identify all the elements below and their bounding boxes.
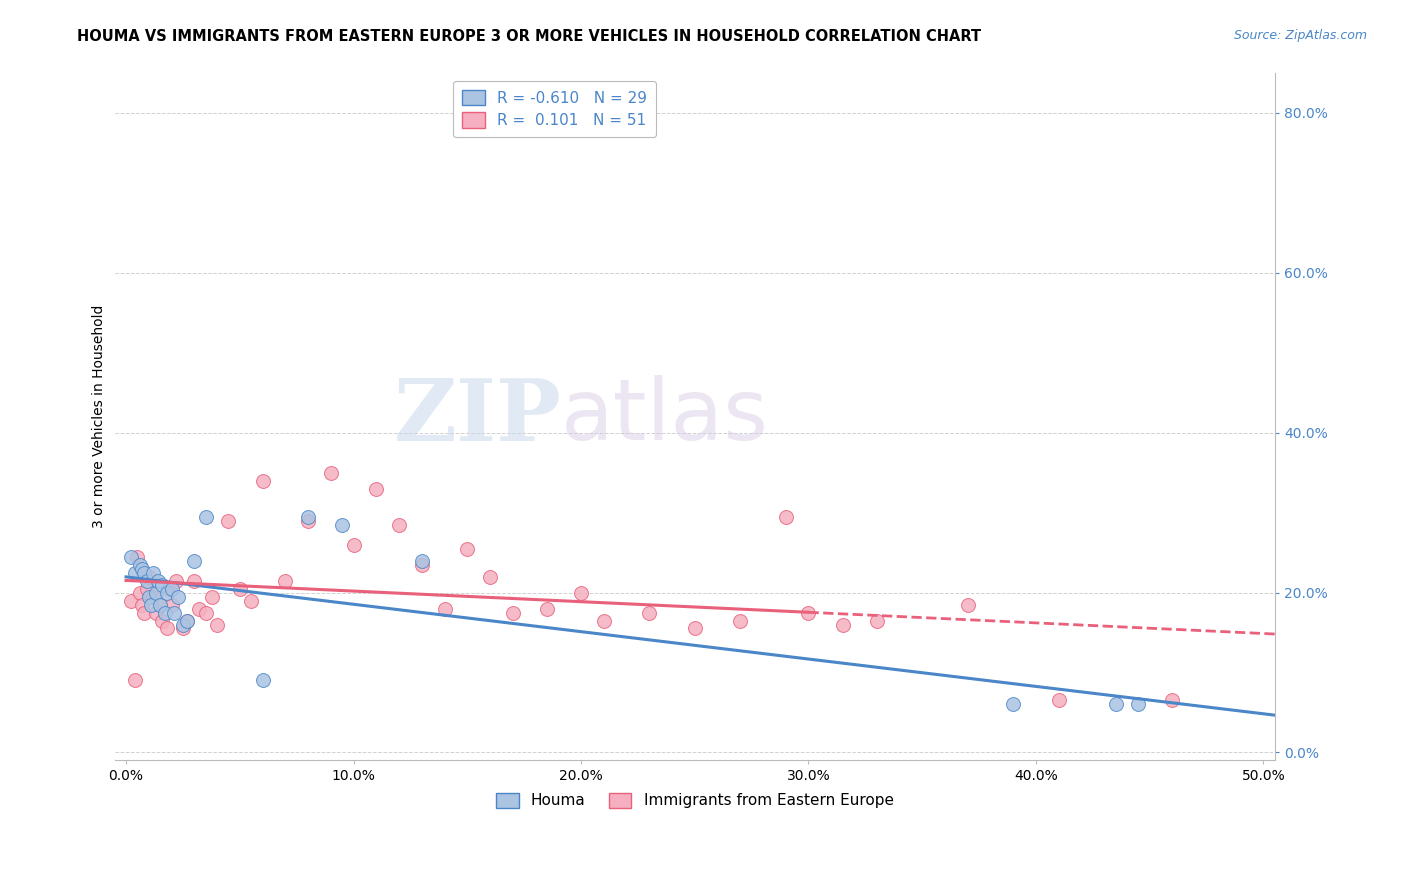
- Point: [536, 601, 558, 615]
- Point: [433, 601, 456, 615]
- Point: [1002, 698, 1025, 712]
- Point: [131, 561, 153, 575]
- Point: [153, 606, 176, 620]
- Point: [160, 598, 183, 612]
- Point: [194, 509, 217, 524]
- Point: [156, 585, 179, 599]
- Point: [134, 566, 156, 580]
- Point: [152, 577, 174, 591]
- Point: [149, 598, 172, 612]
- Point: [134, 606, 156, 620]
- Point: [775, 509, 797, 524]
- Point: [135, 582, 157, 596]
- Point: [252, 474, 274, 488]
- Point: [124, 566, 146, 580]
- Point: [160, 582, 183, 596]
- Point: [131, 598, 153, 612]
- Point: [183, 553, 205, 567]
- Point: [569, 585, 592, 599]
- Point: [683, 622, 706, 636]
- Point: [120, 593, 142, 607]
- Point: [229, 582, 252, 596]
- Point: [152, 614, 174, 628]
- Point: [366, 482, 388, 496]
- Point: [728, 614, 751, 628]
- Point: [638, 606, 661, 620]
- Point: [128, 585, 150, 599]
- Point: [187, 601, 209, 615]
- Point: [274, 574, 297, 588]
- Point: [157, 582, 180, 596]
- Point: [176, 614, 198, 628]
- Point: [297, 509, 319, 524]
- Point: [956, 598, 979, 612]
- Point: [163, 606, 186, 620]
- Point: [172, 617, 194, 632]
- Point: [1047, 693, 1070, 707]
- Point: [142, 566, 165, 580]
- Point: [217, 514, 239, 528]
- Point: [456, 541, 478, 556]
- Point: [127, 549, 149, 564]
- Point: [866, 614, 889, 628]
- Point: [138, 590, 160, 604]
- Point: [145, 606, 167, 620]
- Point: [165, 574, 187, 588]
- Point: [319, 466, 342, 480]
- Point: [183, 574, 205, 588]
- Point: [201, 590, 224, 604]
- Point: [205, 617, 228, 632]
- Point: [502, 606, 524, 620]
- Point: [139, 598, 162, 612]
- Point: [167, 590, 190, 604]
- Text: ZIP: ZIP: [394, 375, 561, 458]
- Point: [252, 673, 274, 688]
- Point: [194, 606, 217, 620]
- Text: HOUMA VS IMMIGRANTS FROM EASTERN EUROPE 3 OR MORE VEHICLES IN HOUSEHOLD CORRELAT: HOUMA VS IMMIGRANTS FROM EASTERN EUROPE …: [77, 29, 981, 44]
- Point: [124, 673, 146, 688]
- Point: [479, 569, 502, 583]
- Point: [172, 622, 194, 636]
- Point: [240, 593, 263, 607]
- Point: [149, 598, 172, 612]
- Y-axis label: 3 or more Vehicles in Household: 3 or more Vehicles in Household: [93, 305, 107, 528]
- Point: [1104, 698, 1126, 712]
- Point: [1128, 698, 1150, 712]
- Point: [156, 622, 179, 636]
- Point: [145, 585, 167, 599]
- Text: atlas: atlas: [561, 376, 769, 458]
- Point: [797, 606, 820, 620]
- Point: [176, 614, 198, 628]
- Point: [135, 574, 157, 588]
- Point: [138, 569, 160, 583]
- Point: [388, 517, 411, 532]
- Point: [297, 514, 319, 528]
- Legend: Houma, Immigrants from Eastern Europe: Houma, Immigrants from Eastern Europe: [489, 787, 900, 814]
- Point: [330, 517, 353, 532]
- Text: Source: ZipAtlas.com: Source: ZipAtlas.com: [1233, 29, 1367, 42]
- Point: [411, 558, 433, 572]
- Point: [128, 558, 150, 572]
- Point: [146, 574, 169, 588]
- Point: [120, 549, 142, 564]
- Point: [592, 614, 614, 628]
- Point: [831, 617, 853, 632]
- Point: [342, 538, 364, 552]
- Point: [142, 590, 165, 604]
- Point: [1161, 693, 1184, 707]
- Point: [411, 553, 433, 567]
